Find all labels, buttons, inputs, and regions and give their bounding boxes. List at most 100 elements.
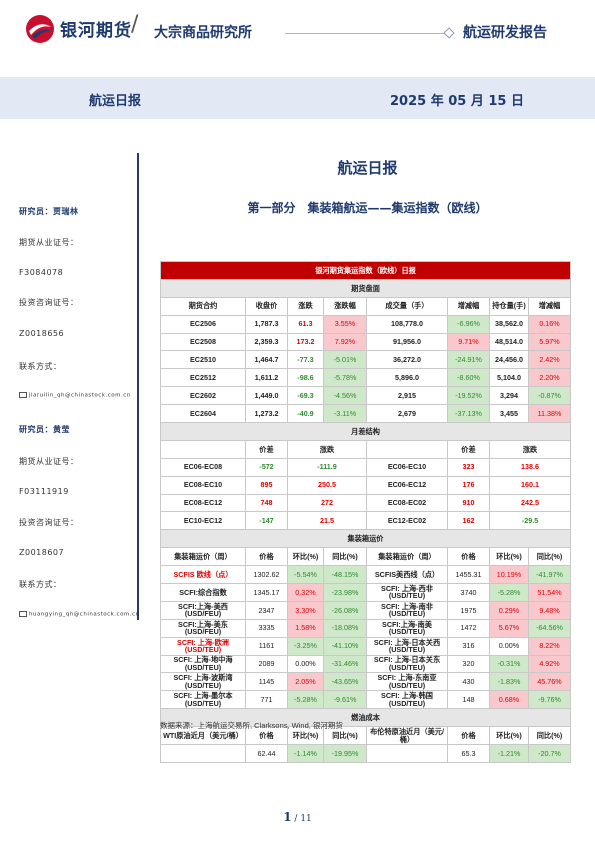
table-cell: 138.6: [488, 457, 572, 477]
column-header: 价差: [245, 439, 288, 459]
table-cell: 65.3: [447, 744, 490, 763]
column-header: 价格: [245, 547, 288, 567]
column-header: 同比(%): [527, 547, 572, 567]
researcher-2-inv-label: 投资咨询证号：: [19, 518, 79, 527]
futures-row: EC2510 1,464.7 -77.3 -5.01% 36,272.0 -24.91% 2…: [160, 350, 572, 370]
table-cell: 272: [287, 493, 367, 513]
table-cell: 5.97%: [527, 332, 572, 352]
spread-row: EC08-EC12 748 272 EC08-EC02 910 242.5: [160, 493, 572, 513]
header-row: 集装箱运价（周） 价格 环比(%) 同比(%) 集装箱运价（周） 价格 环比(%) 同比(%): [160, 547, 572, 567]
header-divider: [285, 33, 445, 34]
column-header: 集装箱运价（周）: [366, 547, 448, 567]
table-cell: EC10-EC12: [160, 511, 246, 531]
table-cell: -9.76%: [527, 690, 572, 710]
table-cell: 0.32%: [287, 583, 324, 602]
column-header: 布伦特原油近月（美元/桶）: [366, 726, 448, 746]
table-cell: 2347: [245, 600, 288, 620]
title-band: [0, 77, 595, 119]
table-cell: 8.22%: [527, 636, 572, 656]
table-cell: 51.54%: [527, 583, 572, 602]
table-cell: 1,449.0: [245, 386, 288, 406]
spread-row: EC08-EC10 895 250.5 EC06-EC12 176 160.1: [160, 475, 572, 495]
futures-row: EC2508 2,359.3 173.2 7.92% 91,956.0 9.71% 48,5…: [160, 332, 572, 352]
column-header: 增减幅: [527, 296, 572, 316]
table-cell: SCFIS美西线（点）: [366, 565, 448, 585]
futures-row: EC2602 1,449.0 -69.3 -4.56% 2,915 -19.52% 3,29…: [160, 386, 572, 406]
table-cell: -0.31%: [489, 654, 529, 674]
section-row: 集装箱运价: [159, 529, 572, 549]
table-cell: 1,787.3: [245, 314, 288, 334]
table-cell: EC08-EC12: [160, 493, 246, 513]
section-row: 月差结构: [159, 422, 572, 441]
freight-row: SCFI: 上海-波斯湾 (USD/TEU) 1145 2.05% -43.65% SC…: [160, 672, 572, 692]
column-header: 环比(%): [489, 547, 529, 567]
table-cell: SCFI:上海-美西 (USD/FEU): [160, 600, 246, 620]
table-cell: 1.58%: [287, 618, 324, 638]
fuel-row: 62.44 -1.14% -19.95% 65.3 -1.21% -20.7%: [160, 744, 572, 763]
table-cell: 173.2: [287, 332, 324, 352]
table-cell: 2,915: [366, 386, 448, 406]
blank-cell: [366, 439, 448, 459]
table-cell: 5.67%: [489, 618, 529, 638]
current-page: 1: [283, 810, 292, 824]
header-row: 期货合约 收盘价 涨跌 涨跌幅 成交量（手） 增减幅 持仓量(手) 增减幅: [160, 296, 572, 316]
column-header: 期货合约: [160, 296, 246, 316]
table-cell: 48,514.0: [489, 332, 529, 352]
table-cell: 36,272.0: [366, 350, 448, 370]
daily-report-table: 银河期货集运指数（欧线）日报 期货盘面 期货合约 收盘价 涨跌 涨跌幅 成交量（手） 增减幅持…: [159, 261, 572, 763]
report-date: 2025 年 05 月 15 日: [390, 94, 524, 109]
table-cell: -111.9: [287, 457, 367, 477]
table-cell: [160, 744, 246, 763]
table-cell: EC12-EC02: [366, 511, 448, 531]
blank-cell: [160, 439, 246, 459]
table-cell: SCFI:上海-美东 (USD/FEU): [160, 618, 246, 638]
researcher-1-email[interactable]: jiaruilin_qh@chinastock.com.cn: [19, 392, 131, 399]
table-cell: EC06-EC12: [366, 475, 448, 495]
table-cell: EC2508: [160, 332, 246, 352]
table-cell: 148: [447, 690, 490, 710]
header-separator: /: [131, 12, 139, 37]
table-cell: 38,562.0: [489, 314, 529, 334]
spread-row: EC06-EC08 -572 -111.9 EC06-EC10 323 138.6: [160, 457, 572, 477]
table-cell: 176: [447, 475, 490, 495]
table-cell: -77.3: [287, 350, 324, 370]
table-cell: -5.28%: [287, 690, 324, 710]
column-header: 涨跌: [488, 439, 572, 459]
table-cell: 108,778.0: [366, 314, 448, 334]
table-cell: -29.5: [488, 511, 572, 531]
table-cell: -69.3: [287, 386, 324, 406]
table-cell: -23.98%: [323, 583, 367, 602]
table-cell: 0.16%: [527, 314, 572, 334]
table-cell: -40.9: [287, 404, 324, 424]
page-header: 银河期货 / 大宗商品研究所 航运研发报告: [0, 0, 595, 60]
column-header: 涨跌: [287, 439, 367, 459]
table-cell: 316: [447, 636, 490, 656]
researcher-1-cert-label: 期货从业证号：: [19, 238, 79, 247]
table-cell: 10.19%: [489, 565, 529, 585]
table-cell: 910: [447, 493, 490, 513]
table-cell: -1.14%: [287, 744, 324, 763]
table-cell: -19.95%: [323, 744, 367, 763]
table-cell: 2089: [245, 654, 288, 674]
table-cell: -20.7%: [527, 744, 572, 763]
column-header: 成交量（手）: [366, 296, 448, 316]
researcher-1: 研究员：贾瑞林: [19, 207, 79, 216]
table-cell: 2.20%: [527, 368, 572, 388]
band-title: 航运日报: [89, 94, 142, 109]
researcher-2-inv: Z0018607: [19, 548, 65, 557]
table-cell: 748: [245, 493, 288, 513]
column-header: 价格: [447, 547, 490, 567]
header-row: WTI原油近月（美元/桶） 价格 环比(%) 同比(%) 布伦特原油近月（美元/桶） 价格…: [160, 726, 572, 746]
table-cell: 21.5: [287, 511, 367, 531]
table-cell: -5.54%: [287, 565, 324, 585]
researcher-2-cert-label: 期货从业证号：: [19, 457, 79, 466]
table-cell: 0.68%: [489, 690, 529, 710]
freight-row: SCFI:上海-美西 (USD/FEU) 2347 3.30% -26.08% SCFI…: [160, 600, 572, 620]
table-cell: -0.87%: [527, 386, 572, 406]
table-cell: 61.3: [287, 314, 324, 334]
researcher-2-email[interactable]: huangying_qh@chinastock.com.cn: [19, 611, 140, 618]
table-cell: 2.05%: [287, 672, 324, 692]
table-cell: -18.08%: [323, 618, 367, 638]
researcher-2-contact-label: 联系方式：: [19, 580, 62, 589]
table-cell: -6.96%: [447, 314, 490, 334]
